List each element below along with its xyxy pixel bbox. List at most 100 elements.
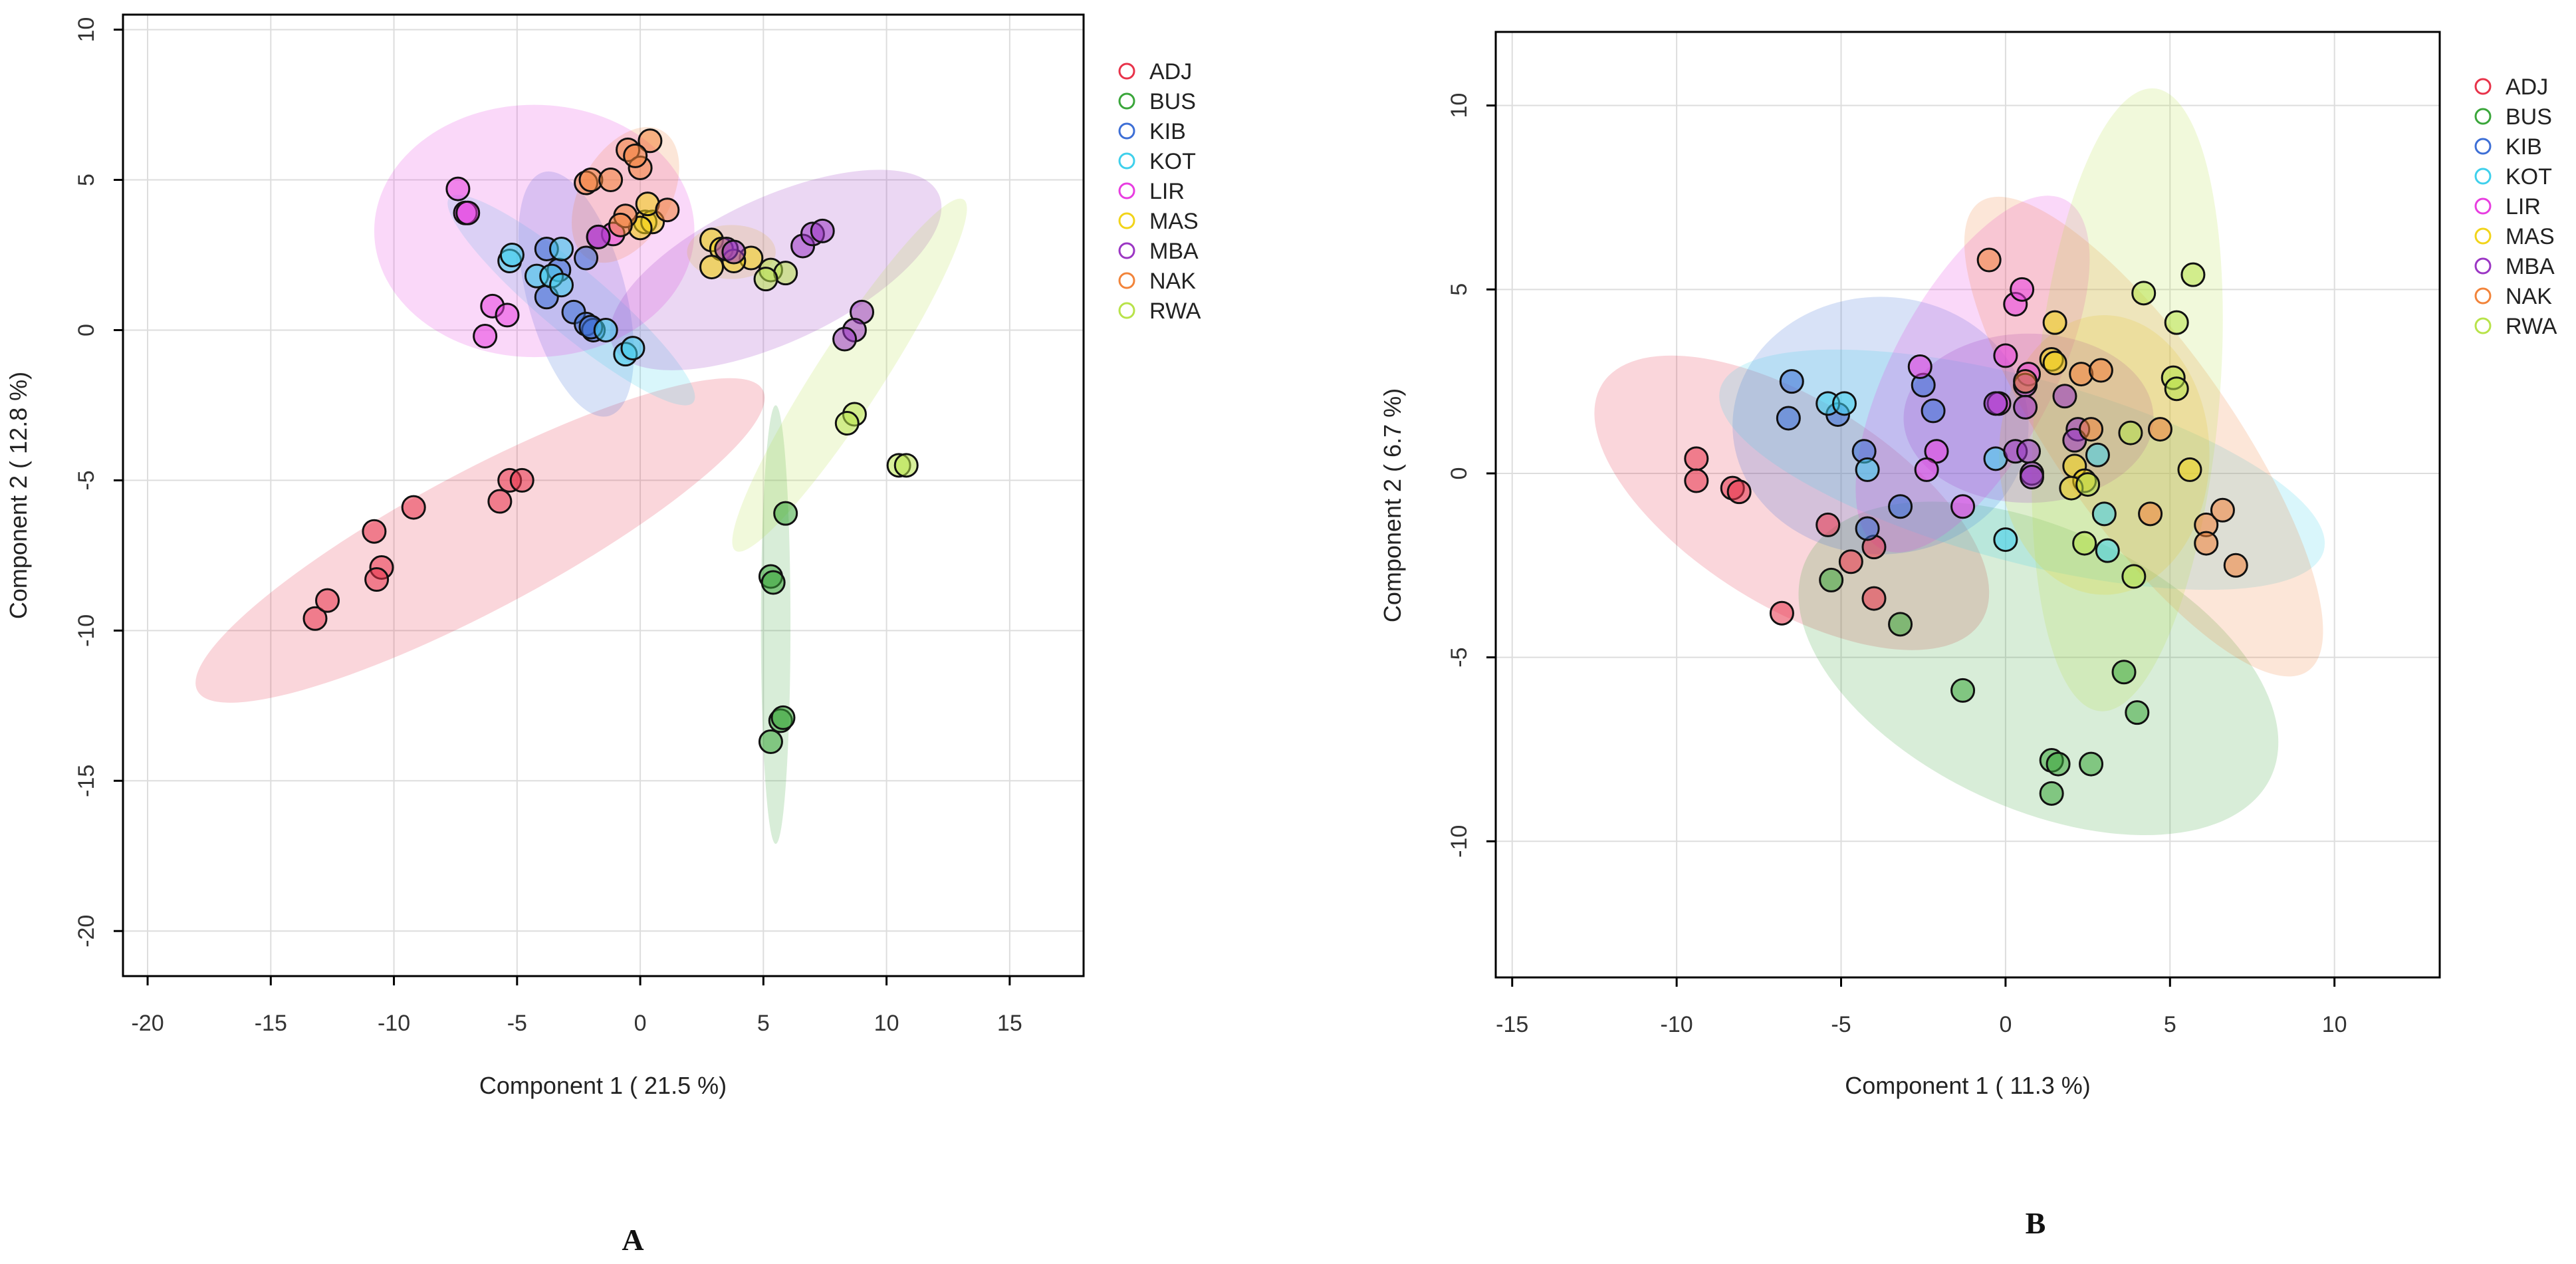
point-kib xyxy=(1888,494,1913,519)
y-tick-label: 5 xyxy=(74,174,99,186)
y-tick-label: -10 xyxy=(74,614,99,647)
point-lir xyxy=(473,324,498,349)
point-adj xyxy=(1769,600,1794,626)
panel-label-b: B xyxy=(2026,1206,2046,1240)
x-axis-title-b: Component 1 ( 11.3 %) xyxy=(1845,1072,2091,1099)
point-kib xyxy=(1921,398,1946,424)
point-lir xyxy=(455,200,481,225)
legend-label-adj: ADJ xyxy=(2506,74,2548,100)
point-rwa xyxy=(2164,376,2189,402)
ellipse-rwa xyxy=(732,198,967,552)
point-mba xyxy=(721,239,747,265)
plot-frame-b xyxy=(1494,31,2441,979)
legend-marker-rwa xyxy=(1118,302,1135,319)
y-tick-label: 10 xyxy=(74,17,99,43)
legend-marker-mas xyxy=(1118,212,1135,229)
point-kib xyxy=(1855,516,1880,541)
point-nak xyxy=(2069,362,2094,387)
legend-marker-lir xyxy=(2474,197,2492,215)
ellipse-lir xyxy=(374,104,695,358)
point-kot xyxy=(2095,538,2120,563)
point-adj xyxy=(401,495,426,520)
point-adj xyxy=(1726,479,1752,505)
point-bus xyxy=(758,729,783,755)
y-tick-label: -5 xyxy=(1447,648,1472,668)
point-bus xyxy=(1950,678,1976,703)
legend-label-kib: KIB xyxy=(2506,134,2542,160)
y-tick-label: 5 xyxy=(1447,283,1472,296)
point-nak xyxy=(623,143,648,168)
x-axis-title-a: Component 1 ( 21.5 %) xyxy=(479,1072,727,1099)
point-adj xyxy=(1838,549,1863,574)
x-tick-label: 15 xyxy=(997,1011,1022,1036)
y-axis-title-a: Component 2 ( 12.8 %) xyxy=(5,372,32,619)
y-tick-label: 10 xyxy=(1447,93,1472,118)
point-rwa xyxy=(2180,262,2206,287)
legend-marker-bus xyxy=(1118,92,1135,110)
point-bus xyxy=(773,501,798,526)
legend-marker-kot xyxy=(1118,152,1135,170)
point-rwa xyxy=(834,411,860,436)
x-tick-label: 10 xyxy=(874,1011,899,1036)
data-points-a xyxy=(302,128,919,755)
legend-marker-kib xyxy=(1118,122,1135,140)
point-bus xyxy=(761,570,786,595)
legend-marker-mas xyxy=(2474,227,2492,245)
y-tick-label: 0 xyxy=(1447,467,1472,480)
point-mba xyxy=(832,326,858,352)
point-rwa xyxy=(2118,420,2143,445)
point-mba xyxy=(586,224,611,249)
legend-label-kot: KOT xyxy=(2506,164,2552,190)
legend-label-kot: KOT xyxy=(1149,149,1196,174)
ellipse-kib xyxy=(1732,297,2029,555)
point-nak xyxy=(2223,553,2248,578)
legend-marker-nak xyxy=(2474,287,2492,305)
point-adj xyxy=(315,588,340,613)
point-mba xyxy=(1983,391,2008,416)
point-mba xyxy=(2019,465,2044,490)
point-kot xyxy=(2085,442,2110,467)
ellipse-bus xyxy=(1798,501,2279,836)
point-nak xyxy=(2013,369,2038,394)
point-rwa xyxy=(753,267,778,292)
point-lir xyxy=(1993,343,2018,368)
legend-label-lir: LIR xyxy=(1149,179,1185,204)
point-kib xyxy=(1776,406,1801,431)
point-nak xyxy=(608,212,633,237)
legend-label-mba: MBA xyxy=(1149,239,1199,264)
y-axis-title-b: Component 2 ( 6.7 %) xyxy=(1379,388,1406,622)
x-tick-label: 5 xyxy=(2164,1012,2176,1037)
point-rwa xyxy=(893,453,919,478)
x-tick-label: 0 xyxy=(1999,1012,2012,1037)
point-bus xyxy=(2125,700,2150,725)
point-kot xyxy=(499,243,525,267)
point-kot xyxy=(1993,527,2018,553)
ellipse-rwa xyxy=(2032,88,2223,711)
point-nak xyxy=(2079,417,2104,442)
point-kot xyxy=(1855,457,1880,482)
point-rwa xyxy=(2121,564,2147,589)
point-adj xyxy=(362,519,387,544)
point-bus xyxy=(2111,660,2137,685)
point-mba xyxy=(2013,394,2038,420)
point-lir xyxy=(495,303,520,328)
point-bus xyxy=(770,705,796,730)
legend-label-mba: MBA xyxy=(2506,254,2555,279)
point-nak xyxy=(638,128,663,154)
legend-marker-lir xyxy=(1118,182,1135,199)
point-adj xyxy=(364,567,390,592)
legend-label-kib: KIB xyxy=(1149,119,1186,144)
y-tick-label: -10 xyxy=(1447,825,1472,858)
point-bus xyxy=(1888,612,1913,637)
point-rwa xyxy=(2131,281,2157,306)
point-nak xyxy=(598,168,624,193)
point-bus xyxy=(2079,751,2104,777)
gridlines-b xyxy=(1496,32,2440,977)
axis-ticks-b: -15 -10 -5 0 5 10 -10 -5 0 5 10 xyxy=(1447,93,2347,1037)
legend-marker-rwa xyxy=(2474,317,2492,334)
point-adj xyxy=(1684,446,1709,471)
point-adj xyxy=(302,606,328,631)
point-rwa xyxy=(2072,531,2097,556)
point-kot xyxy=(620,336,645,361)
legend-a: ADJ BUS KIB KOT LIR MAS MBA NAK RWA xyxy=(1118,59,1201,324)
